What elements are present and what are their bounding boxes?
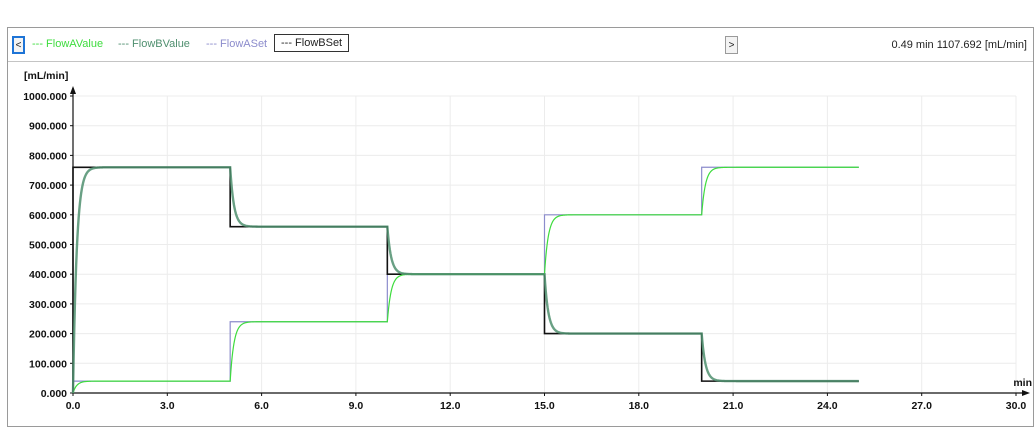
x-tick-label: 24.0: [817, 400, 838, 412]
x-axis-title: min: [1013, 377, 1032, 389]
series-flowbvalue: [71, 166, 859, 394]
series-flowbset: [72, 166, 859, 393]
x-tick-label: 15.0: [534, 400, 555, 412]
y-tick-label: 700.000: [29, 180, 67, 192]
x-tick-label: 3.0: [160, 400, 175, 412]
series-flowaset: [72, 166, 859, 393]
y-tick-label: 300.000: [29, 299, 67, 311]
y-tick-label: 500.000: [29, 240, 67, 252]
x-tick-label: 12.0: [440, 400, 461, 412]
cursor-readout: 0.49 min 1107.692 [mL/min]: [891, 39, 1027, 51]
y-tick-label: 600.000: [29, 210, 67, 222]
y-axis-arrow: [70, 86, 76, 94]
legend-item-flowbset[interactable]: --- FlowBSet: [274, 34, 350, 52]
chart-panel: < --- FlowAValue --- FlowBValue --- Flow…: [7, 27, 1034, 427]
legend-item-flowbvalue[interactable]: --- FlowBValue: [118, 38, 190, 50]
y-tick-label: 1000.000: [23, 91, 67, 103]
series-flowavalue: [72, 166, 859, 394]
legend-item-flowavalue[interactable]: --- FlowAValue: [32, 38, 104, 50]
tick-labels: 0.0 3.0 6.0 9.0 12.0 15.0 18.0 21.0 24.0 27.0 30.0…: [23, 70, 1032, 412]
x-tick-label: 0.0: [66, 400, 81, 412]
x-tick-label: 9.0: [349, 400, 364, 412]
legend-item-flowaset[interactable]: --- FlowASet: [206, 38, 268, 50]
y-tick-label: 800.000: [29, 150, 67, 162]
scroll-left-button[interactable]: <: [12, 36, 25, 54]
x-tick-label: 27.0: [911, 400, 932, 412]
axes: [70, 86, 1030, 396]
x-tick-label: 30.0: [1006, 400, 1027, 412]
y-tick-label: 900.000: [29, 121, 67, 133]
x-tick-label: 18.0: [629, 400, 650, 412]
x-axis-arrow: [1022, 390, 1030, 396]
y-tick-label: 400.000: [29, 269, 67, 281]
series-layer: [71, 166, 859, 394]
scroll-right-button[interactable]: >: [725, 36, 738, 54]
y-axis-title: [mL/min]: [24, 70, 68, 82]
x-tick-label: 21.0: [723, 400, 744, 412]
y-tick-label: 0.000: [41, 388, 67, 400]
y-tick-label: 200.000: [29, 329, 67, 341]
legend-bar: < --- FlowAValue --- FlowBValue --- Flow…: [8, 28, 1033, 62]
x-tick-label: 6.0: [254, 400, 269, 412]
y-tick-label: 100.000: [29, 358, 67, 370]
